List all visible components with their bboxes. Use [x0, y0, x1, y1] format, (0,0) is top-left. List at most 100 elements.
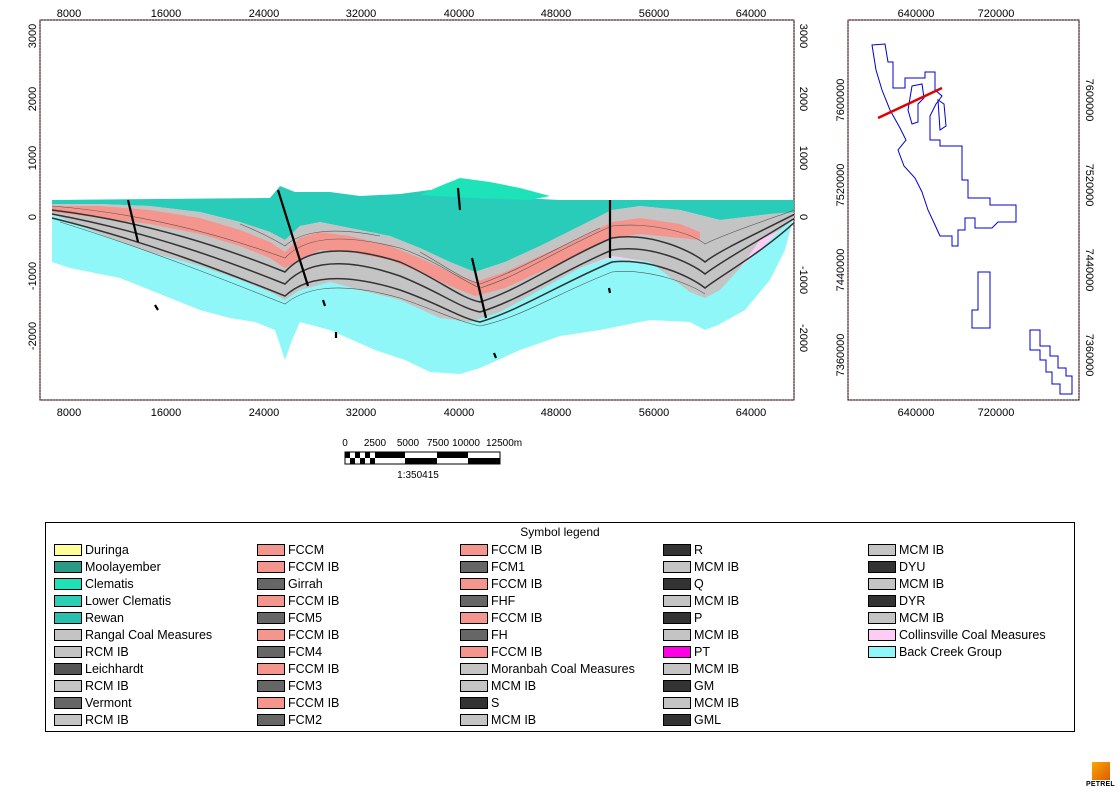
legend-label: Collinsville Coal Measures: [899, 627, 1046, 642]
legend-swatch: [663, 662, 691, 675]
legend-swatch: [868, 577, 896, 590]
legend-swatch: [257, 577, 285, 590]
legend-swatch: [54, 560, 82, 573]
scale-label: 5000: [397, 438, 420, 449]
locator-y-tick-left: 7360000: [835, 334, 847, 377]
legend-label: MCM IB: [899, 576, 945, 591]
legend-item: RCM IB: [54, 643, 212, 660]
legend-swatch: [257, 662, 285, 675]
x-tick-bottom: 32000: [346, 407, 377, 419]
legend-title: Symbol legend: [520, 525, 600, 539]
legend-swatch: [460, 679, 488, 692]
legend-item: Rangal Coal Measures: [54, 626, 212, 643]
locator-y-tick-right: 7520000: [1083, 164, 1095, 207]
locator-x-tick-bottom: 640000: [898, 407, 935, 419]
scale-label: 0: [342, 438, 348, 449]
legend-column: R MCM IB Q MCM IB P MCM IB PT MCM IB GM MCM IB GML: [663, 541, 739, 728]
legend-item: PT: [663, 643, 739, 660]
legend-item: FCM2: [257, 711, 339, 728]
legend-swatch: [663, 679, 691, 692]
petrel-logo: PETREL: [1086, 762, 1120, 792]
legend-item: FCCM: [257, 541, 339, 558]
x-tick-top: 56000: [639, 8, 670, 20]
x-tick-top: 32000: [346, 8, 377, 20]
x-tick-bottom: 16000: [151, 407, 182, 419]
x-tick-top: 24000: [249, 8, 280, 20]
legend-label: FCCM: [288, 542, 325, 557]
locator-y-tick-right: 7360000: [1083, 334, 1095, 377]
legend-column: FCCM FCCM IB Girrah FCCM IB FCM5 FCCM IB FCM4 F…: [257, 541, 339, 728]
legend-item: Clematis: [54, 575, 212, 592]
legend-swatch: [54, 679, 82, 692]
scale-label: 12500m: [486, 438, 522, 449]
legend-item: R: [663, 541, 739, 558]
x-tick-bottom: 56000: [639, 407, 670, 419]
legend-swatch: [868, 645, 896, 658]
legend-label: Moranbah Coal Measures: [491, 661, 635, 676]
legend-item: RCM IB: [54, 677, 212, 694]
legend-item: Girrah: [257, 575, 339, 592]
legend-swatch: [868, 628, 896, 641]
legend-label: DYR: [899, 593, 926, 608]
legend-item: FCM4: [257, 643, 339, 660]
x-tick-top: 48000: [541, 8, 572, 20]
legend-item: MCM IB: [460, 677, 635, 694]
legend-label: FCM4: [288, 644, 323, 659]
legend-item: MCM IB: [460, 711, 635, 728]
legend-swatch: [868, 560, 896, 573]
legend-label: FCCM IB: [288, 559, 340, 574]
legend-item: GML: [663, 711, 739, 728]
legend-label: MCM IB: [491, 678, 537, 693]
legend-label: FCCM IB: [491, 576, 543, 591]
locator-y-tick-left: 7440000: [835, 249, 847, 292]
legend-swatch: [54, 662, 82, 675]
locator-y-tick-left: 7520000: [835, 164, 847, 207]
legend-label: RCM IB: [85, 644, 129, 659]
legend-label: FCCM IB: [288, 695, 340, 710]
legend-item: FCCM IB: [460, 609, 635, 626]
locator-y-tick-left: 7600000: [835, 79, 847, 122]
legend-label: MCM IB: [491, 712, 537, 727]
legend-item: FCCM IB: [257, 558, 339, 575]
legend-swatch: [54, 577, 82, 590]
legend-item: MCM IB: [868, 609, 1046, 626]
legend-swatch: [257, 679, 285, 692]
legend-item: MCM IB: [663, 626, 739, 643]
legend-label: Girrah: [288, 576, 323, 591]
legend-swatch: [663, 543, 691, 556]
legend-swatch: [54, 543, 82, 556]
legend-swatch: [460, 560, 488, 573]
legend-item: Moranbah Coal Measures: [460, 660, 635, 677]
legend-label: Q: [694, 576, 704, 591]
legend-label: Back Creek Group: [899, 644, 1002, 659]
legend-label: Rangal Coal Measures: [85, 627, 213, 642]
legend-item: RCM IB: [54, 711, 212, 728]
legend-swatch: [460, 594, 488, 607]
legend-label: GM: [694, 678, 715, 693]
fccm-layer: [52, 206, 700, 296]
legend-swatch: [663, 560, 691, 573]
logo-text: PETREL: [1086, 781, 1115, 788]
logo-mark-icon: [1092, 762, 1110, 780]
legend-label: FCCM IB: [288, 661, 340, 676]
legend-item: DYR: [868, 592, 1046, 609]
legend-label: Rewan: [85, 610, 124, 625]
legend-label: Vermont: [85, 695, 132, 710]
legend-swatch: [663, 628, 691, 641]
locator-x-tick-top: 640000: [898, 8, 935, 20]
legend-item: FCCM IB: [257, 694, 339, 711]
legend-column: FCCM IB FCM1 FCCM IB FHF FCCM IB FH FCCM IB Mor…: [460, 541, 635, 728]
legend-swatch: [663, 594, 691, 607]
legend-swatch: [460, 713, 488, 726]
legend-label: FCM3: [288, 678, 323, 693]
y-tick-left: 0: [27, 214, 39, 220]
legend-item: GM: [663, 677, 739, 694]
legend-swatch: [868, 543, 896, 556]
legend-swatch: [460, 577, 488, 590]
legend-item: MCM IB: [868, 575, 1046, 592]
scale-ratio: 1:350415: [397, 470, 439, 481]
legend-label: Duringa: [85, 542, 129, 557]
y-tick-right: 3000: [797, 24, 809, 48]
legend-swatch: [460, 696, 488, 709]
